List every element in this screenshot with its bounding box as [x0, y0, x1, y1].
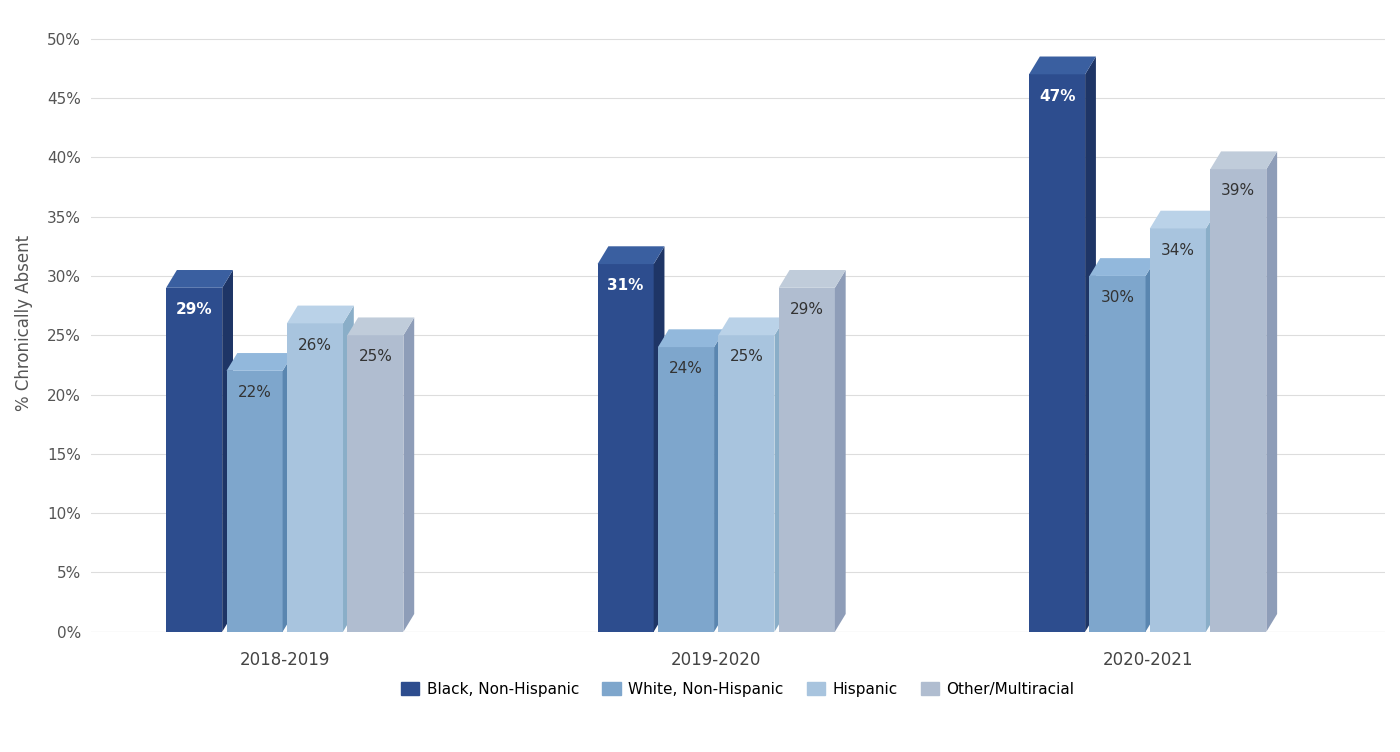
- Polygon shape: [1267, 151, 1277, 632]
- Polygon shape: [287, 305, 354, 323]
- Polygon shape: [1149, 211, 1217, 229]
- Polygon shape: [718, 317, 785, 335]
- Text: 39%: 39%: [1221, 183, 1256, 199]
- Text: 22%: 22%: [238, 385, 272, 400]
- Text: 34%: 34%: [1161, 243, 1194, 258]
- Polygon shape: [283, 353, 294, 632]
- Text: 25%: 25%: [358, 350, 392, 365]
- Polygon shape: [1145, 258, 1156, 632]
- Polygon shape: [343, 305, 354, 632]
- Text: 29%: 29%: [790, 302, 823, 317]
- Polygon shape: [1210, 151, 1277, 169]
- Text: 25%: 25%: [729, 350, 763, 365]
- Polygon shape: [598, 264, 654, 632]
- Y-axis label: % Chronically Absent: % Chronically Absent: [15, 235, 34, 411]
- Polygon shape: [778, 270, 846, 288]
- Polygon shape: [1089, 276, 1145, 632]
- Polygon shape: [658, 329, 725, 347]
- Polygon shape: [1029, 56, 1096, 74]
- Polygon shape: [1205, 211, 1217, 632]
- Polygon shape: [1210, 169, 1267, 632]
- Text: 47%: 47%: [1039, 89, 1075, 104]
- Polygon shape: [598, 247, 665, 264]
- Polygon shape: [223, 270, 232, 632]
- Polygon shape: [778, 288, 834, 632]
- Polygon shape: [1085, 56, 1096, 632]
- Polygon shape: [347, 317, 414, 335]
- Polygon shape: [167, 288, 223, 632]
- Text: 24%: 24%: [669, 362, 703, 376]
- Polygon shape: [403, 317, 414, 632]
- Polygon shape: [654, 247, 665, 632]
- Text: 29%: 29%: [176, 302, 213, 317]
- Polygon shape: [658, 347, 714, 632]
- Polygon shape: [718, 335, 774, 632]
- Polygon shape: [227, 371, 283, 632]
- Text: 26%: 26%: [298, 338, 332, 353]
- Polygon shape: [1089, 258, 1156, 276]
- Text: 31%: 31%: [608, 278, 644, 293]
- Legend: Black, Non-Hispanic, White, Non-Hispanic, Hispanic, Other/Multiracial: Black, Non-Hispanic, White, Non-Hispanic…: [393, 674, 1082, 705]
- Polygon shape: [1029, 74, 1085, 632]
- Polygon shape: [1149, 229, 1205, 632]
- Text: 30%: 30%: [1100, 290, 1134, 305]
- Polygon shape: [287, 323, 343, 632]
- Polygon shape: [774, 317, 785, 632]
- Polygon shape: [227, 353, 294, 371]
- Polygon shape: [167, 270, 232, 288]
- Polygon shape: [714, 329, 725, 632]
- Polygon shape: [347, 335, 403, 632]
- Polygon shape: [834, 270, 846, 632]
